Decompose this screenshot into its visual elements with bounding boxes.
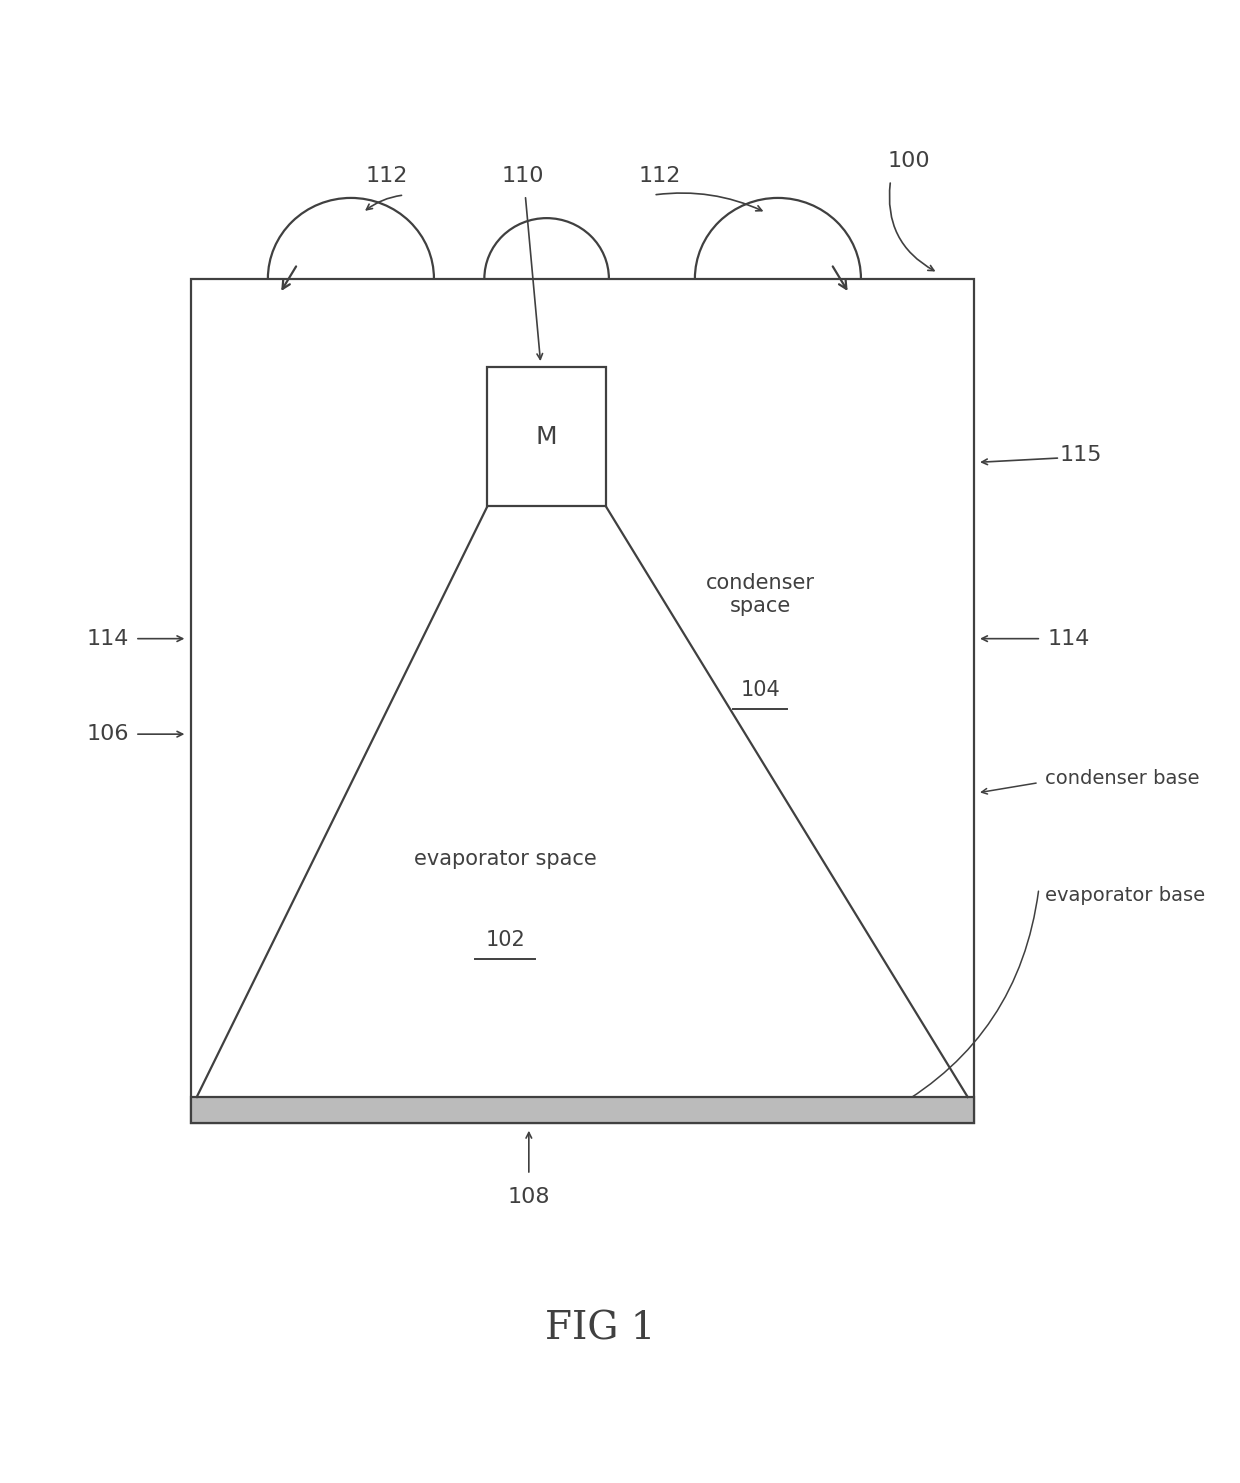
Text: 104: 104 — [740, 681, 780, 700]
Text: evaporator base: evaporator base — [1045, 887, 1205, 905]
Text: 110: 110 — [502, 166, 544, 185]
Bar — [191, 279, 973, 1124]
Text: evaporator space: evaporator space — [414, 850, 596, 869]
Text: 102: 102 — [485, 930, 525, 949]
Text: 112: 112 — [639, 166, 681, 185]
Text: condenser
space: condenser space — [706, 572, 815, 617]
Bar — [487, 366, 606, 506]
Text: 112: 112 — [366, 166, 408, 185]
Text: condenser base: condenser base — [1045, 768, 1199, 787]
Text: 106: 106 — [87, 724, 129, 744]
Text: 114: 114 — [1048, 629, 1090, 648]
Text: FIG 1: FIG 1 — [544, 1311, 655, 1348]
Text: 100: 100 — [887, 151, 930, 171]
Bar — [191, 1097, 973, 1124]
Text: 115: 115 — [1059, 445, 1101, 466]
Text: 114: 114 — [87, 629, 129, 648]
Text: 108: 108 — [507, 1186, 551, 1207]
Text: M: M — [536, 424, 558, 449]
